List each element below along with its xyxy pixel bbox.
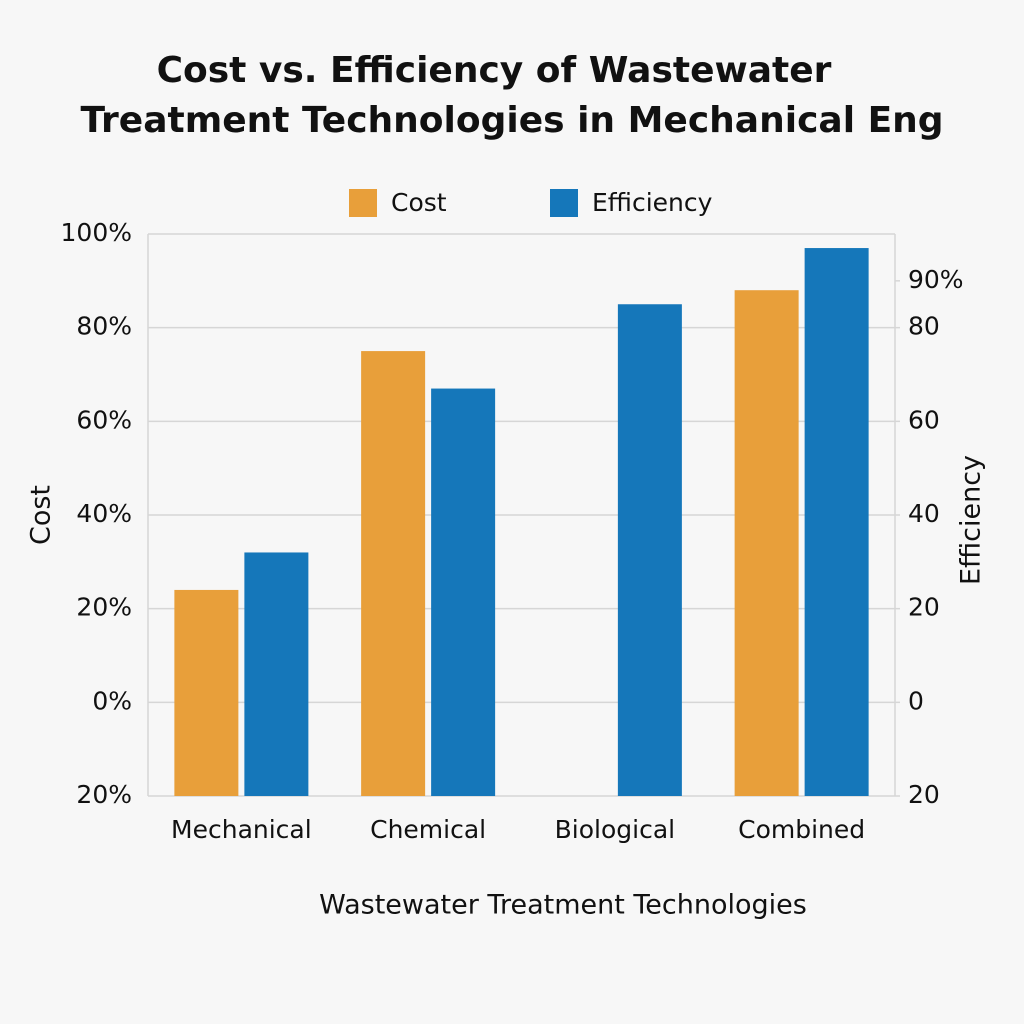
y2-tick-label: 80 [908,312,940,341]
y-tick-label: 60% [76,405,132,434]
bar [734,290,799,796]
y2-tick-label: 40 [908,499,940,528]
y-tick-label: 20% [76,593,132,622]
legend-swatch [349,189,377,217]
y-tick-label: 0% [92,686,132,715]
y-tick-label: 100% [61,218,132,247]
legend-label: Efficiency [592,188,713,217]
legend-label: Cost [391,188,447,217]
y2-tick-label: 20 [908,593,940,622]
y-tick-label: 40% [76,499,132,528]
x-tick-label: Biological [555,815,675,844]
chart-title: Treatment Technologies in Mechanical Eng [80,100,943,141]
y2-axis-title: Efficiency [956,455,987,585]
x-tick-label: Combined [738,815,865,844]
bar [431,388,496,796]
x-tick-label: Chemical [370,815,486,844]
chart-title: Cost vs. Efficiency of Wastewater [157,50,832,91]
y2-tick-label: 90% [908,265,964,294]
bar [361,351,426,796]
bar [174,589,239,796]
bar [804,248,869,797]
legend-swatch [550,189,578,217]
y2-tick-label: 0 [908,686,924,715]
y-tick-label: 20% [76,780,132,809]
y-tick-label: 80% [76,312,132,341]
y2-tick-label: 20 [908,780,940,809]
y2-tick-label: 60 [908,405,940,434]
bar [244,552,309,796]
y-axis-title: Cost [26,485,57,545]
bar [617,304,682,796]
x-tick-label: Mechanical [171,815,312,844]
x-axis-title: Wastewater Treatment Technologies [319,890,807,921]
